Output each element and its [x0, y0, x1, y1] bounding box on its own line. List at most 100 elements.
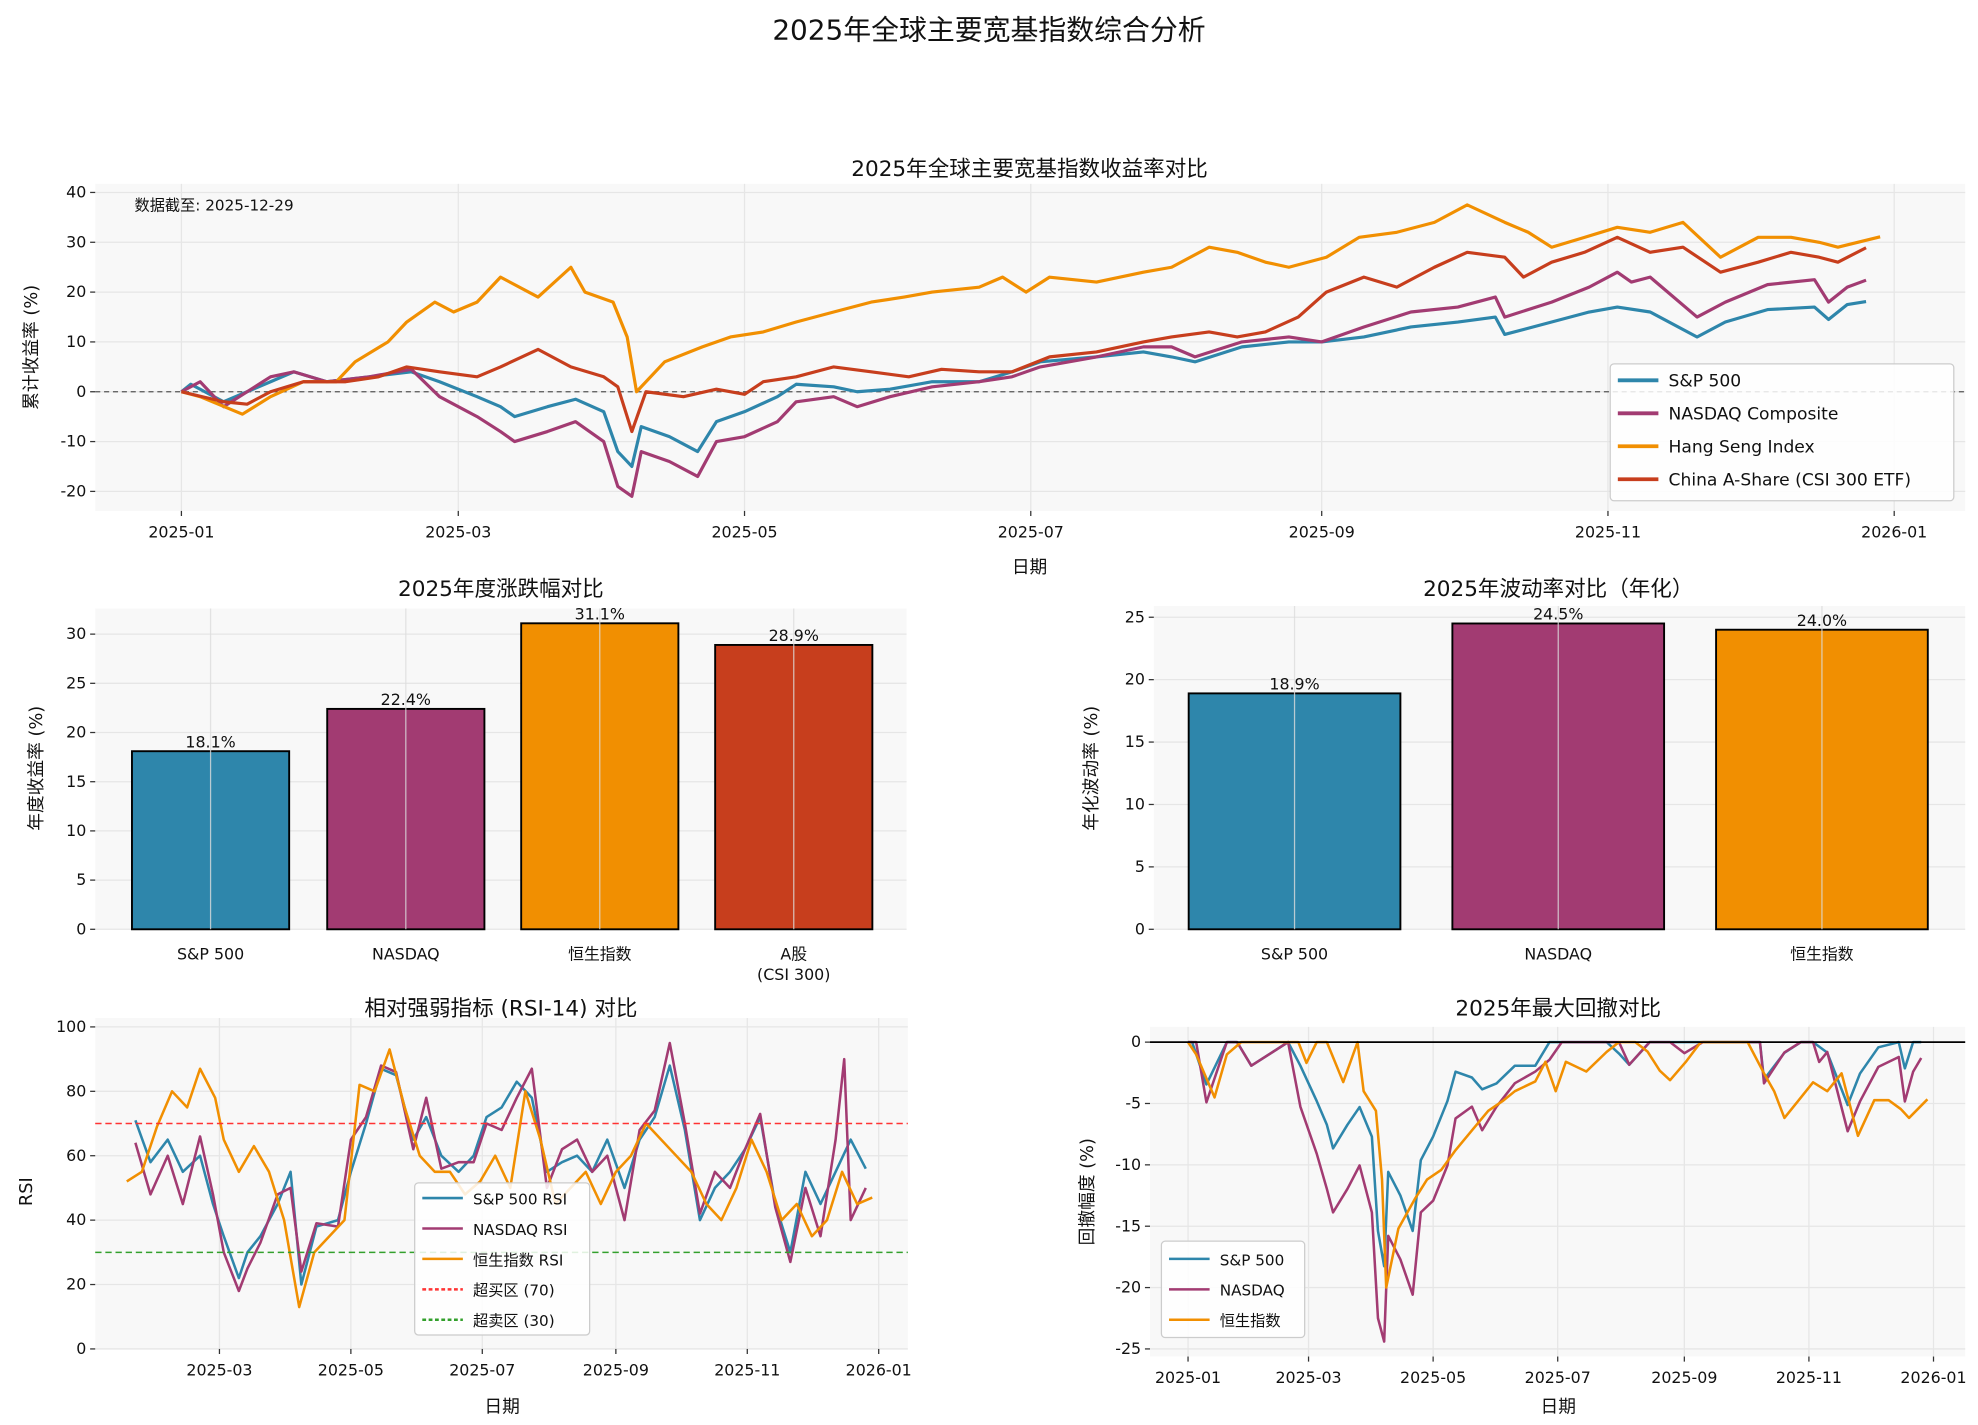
annual-return-bar-chart: 2025年度涨跌幅对比 年度收益率 (%) 0 5 10 15 20 25 30 18.1% S…: [26, 577, 907, 984]
y-axis-label: RSI: [17, 1177, 37, 1206]
y-tick-label: 15: [1125, 732, 1145, 751]
x-tick-label: 2025-05: [318, 1361, 384, 1380]
y-tick-label: 15: [66, 772, 86, 791]
y-tick-label: 20: [66, 723, 86, 742]
series-line-hsi: [181, 203, 1881, 416]
x-axis-label: 日期: [1541, 1396, 1576, 1417]
drawdown-line-hsi: [1186, 1040, 1929, 1289]
bar-value-label: 18.1%: [185, 732, 235, 751]
category-label-line: A股: [780, 945, 807, 964]
legend-label: S&P 500: [1669, 372, 1742, 392]
x-tick-label: 2026-01: [846, 1361, 912, 1380]
legend-label: Hang Seng Index: [1669, 438, 1815, 458]
y-tick-label: 80: [66, 1081, 86, 1100]
y-tick-label: 5: [76, 870, 86, 889]
y-tick-label: 0: [76, 919, 86, 938]
x-category-label: NASDAQ: [372, 945, 440, 964]
legend-label: S&P 500 RSI: [473, 1190, 567, 1208]
data-date-annotation: 数据截至: 2025-12-29: [135, 196, 294, 214]
y-tick-label: -10: [60, 432, 86, 451]
bar-value-label: 28.9%: [769, 626, 819, 645]
y-tick-label: 25: [66, 673, 86, 692]
figure-title: 2025年全球主要宽基指数综合分析: [772, 13, 1205, 46]
y-tick-label: 30: [66, 232, 86, 251]
category-label-line: S&P 500: [177, 945, 244, 964]
bar-value-label: 18.9%: [1269, 675, 1319, 694]
chart-title: 相对强弱指标 (RSI-14) 对比: [364, 997, 637, 1022]
y-axis-label: 累计收益率 (%): [21, 285, 42, 410]
legend: [414, 1182, 591, 1336]
bar-value-label: 24.0%: [1797, 611, 1847, 630]
x-tick-label: 2025-01: [148, 523, 214, 542]
x-category-label: NASDAQ: [1524, 945, 1592, 964]
category-label-line: 恒生指数: [1790, 945, 1853, 964]
x-tick-label: 2025-01: [1155, 1368, 1221, 1387]
chart-title: 2025年波动率对比（年化）: [1423, 577, 1693, 602]
chart-title: 2025年最大回撤对比: [1455, 997, 1661, 1022]
max-drawdown-chart: 2025年最大回撤对比 日期 回撤幅度 (%) -25 -20 -15 -10 -5 0 2…: [1077, 997, 1967, 1418]
y-tick-label: 25: [1125, 607, 1145, 626]
x-tick-label: 2025-05: [1400, 1368, 1466, 1387]
series-line-csi300: [181, 235, 1867, 434]
rsi-line-nasdaq: [134, 1041, 867, 1293]
x-tick-label: 2025-07: [1525, 1368, 1591, 1387]
rsi-chart: 相对强弱指标 (RSI-14) 对比 日期 RSI 0 20 40 60 80 100 20…: [17, 997, 912, 1418]
y-tick-label: -20: [1115, 1278, 1141, 1297]
y-tick-label: 0: [76, 382, 86, 401]
y-tick-label: 100: [56, 1017, 86, 1036]
y-tick-label: 20: [66, 1275, 86, 1294]
x-tick-label: 2026-01: [1861, 523, 1927, 542]
x-tick-label: 2025-11: [714, 1361, 780, 1380]
legend-label: China A-Share (CSI 300 ETF): [1669, 471, 1911, 491]
x-tick-label: 2025-09: [583, 1361, 649, 1380]
y-tick-label: -25: [1115, 1339, 1141, 1358]
x-category-label: S&P 500: [1261, 945, 1328, 964]
y-tick-label: 10: [1125, 795, 1145, 814]
bar-value-label: 22.4%: [381, 690, 431, 709]
x-category-label: 恒生指数: [568, 945, 631, 964]
legend-label: S&P 500: [1220, 1251, 1285, 1269]
x-axis-label: 日期: [1012, 557, 1047, 578]
y-tick-label: 10: [66, 821, 86, 840]
x-tick-label: 2025-11: [1776, 1368, 1842, 1387]
y-tick-label: 40: [66, 1210, 86, 1229]
y-tick-label: 10: [66, 332, 86, 351]
y-tick-label: 60: [66, 1146, 86, 1165]
x-tick-label: 2025-03: [1275, 1368, 1341, 1387]
x-category-label: A股(CSI 300): [757, 945, 830, 984]
legend-label: NASDAQ Composite: [1669, 405, 1839, 425]
chart-title: 2025年度涨跌幅对比: [398, 577, 604, 602]
y-axis-label: 回撤幅度 (%): [1077, 1138, 1098, 1245]
y-tick-label: -10: [1115, 1155, 1141, 1174]
x-category-label: 恒生指数: [1790, 945, 1853, 964]
volatility-bar-chart: 2025年波动率对比（年化） 年化波动率 (%) 0 5 10 15 20 25 18.9%…: [1081, 577, 1966, 964]
legend-label: NASDAQ RSI: [473, 1221, 568, 1239]
y-tick-label: -20: [60, 481, 86, 500]
series-line-nasdaq: [180, 270, 1867, 498]
y-tick-label: -5: [1125, 1094, 1141, 1113]
y-tick-label: 30: [66, 624, 86, 643]
y-tick-label: 0: [1135, 919, 1145, 938]
x-tick-label: 2026-01: [1900, 1368, 1966, 1387]
y-tick-label: 20: [1125, 670, 1145, 689]
bar-value-label: 31.1%: [575, 604, 625, 623]
cumulative-return-chart: 日期 累计收益率 (%) -20 -10 0 10 20 30 40 2025-01 2025-…: [21, 157, 1966, 578]
y-axis-label: 年化波动率 (%): [1081, 706, 1102, 831]
legend-label: 超卖区 (30): [473, 1312, 555, 1330]
x-tick-label: 2025-07: [449, 1361, 515, 1380]
legend: [1609, 363, 1955, 502]
x-tick-label: 2025-03: [186, 1361, 252, 1380]
y-axis-label: 年度收益率 (%): [26, 706, 47, 831]
category-label-line: NASDAQ: [372, 945, 440, 964]
series-line-sp500: [180, 300, 1867, 469]
legend-label: NASDAQ: [1220, 1282, 1285, 1300]
y-tick-label: 0: [76, 1339, 86, 1358]
x-tick-label: 2025-11: [1575, 523, 1641, 542]
bar-value-label: 24.5%: [1533, 605, 1583, 624]
y-tick-label: 5: [1135, 857, 1145, 876]
x-tick-label: 2025-05: [711, 523, 777, 542]
category-label-line: 恒生指数: [568, 945, 631, 964]
x-axis-label: 日期: [484, 1396, 519, 1417]
x-tick-label: 2025-09: [1651, 1368, 1717, 1387]
